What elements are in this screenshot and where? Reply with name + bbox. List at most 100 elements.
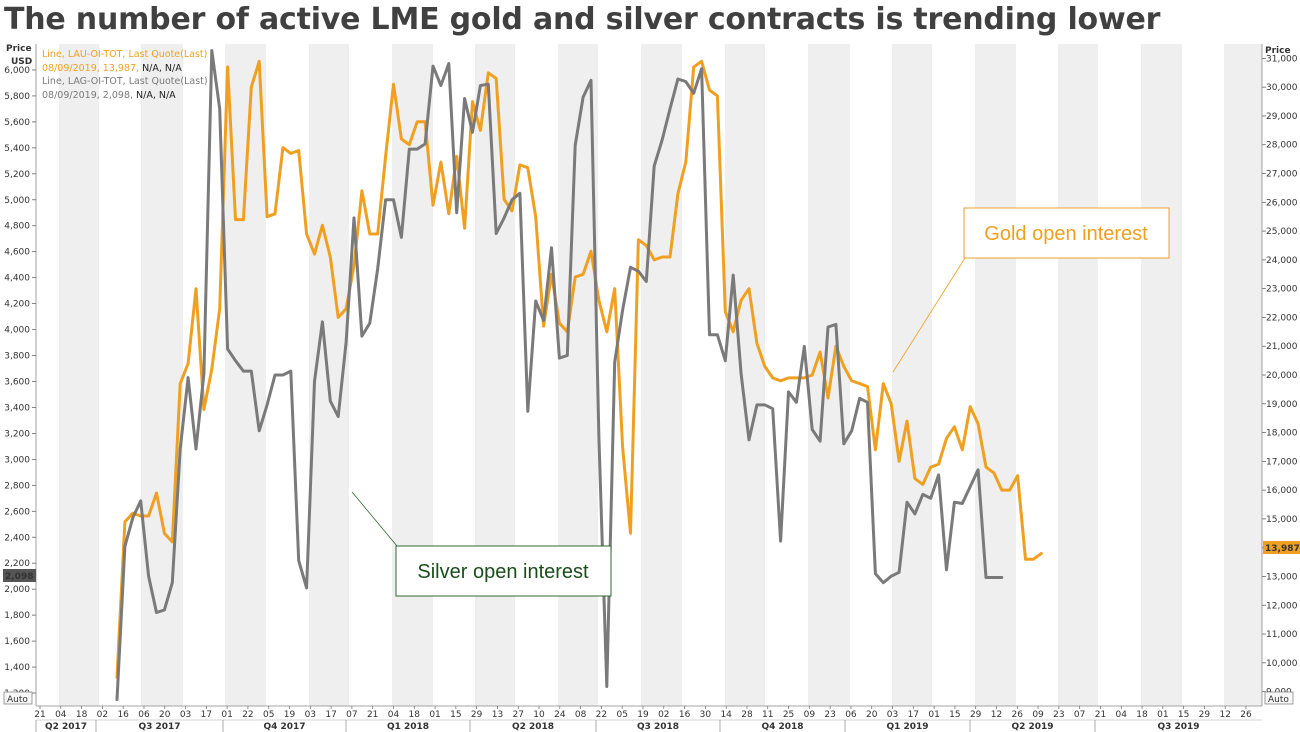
x-quarter-label: Q3 2019 [1157, 722, 1199, 732]
left-tick-label: 5,600 [4, 118, 30, 128]
series-lines [115, 49, 1043, 701]
x-quarter-label: Q1 2019 [886, 722, 928, 732]
x-day-label: 21 [367, 710, 378, 720]
x-day-label: 10 [533, 710, 545, 720]
legend-gold-na: N/A, N/A [142, 63, 182, 74]
x-day-label: 28 [741, 710, 753, 720]
gold-callout-text: Gold open interest [984, 223, 1148, 245]
x-quarter-label: Q2 2017 [45, 722, 87, 732]
x-day-label: 05 [263, 710, 274, 720]
left-tick-label: 2,600 [4, 507, 30, 517]
x-day-label: 18 [409, 710, 421, 720]
gold-callout-leader [892, 257, 966, 373]
left-axis-unit-price: Price [6, 44, 32, 54]
left-tick-label: 4,600 [4, 248, 30, 258]
left-tick-label: 3,400 [4, 403, 30, 413]
x-day-label: 26 [1012, 710, 1024, 720]
x-day-label: 02 [658, 710, 669, 720]
auto-left-button-frame[interactable] [3, 691, 33, 705]
x-day-label: 01 [429, 710, 440, 720]
auto-left-button-label[interactable]: Auto [7, 695, 28, 705]
right-tick-label: 30,000 [1266, 83, 1298, 93]
x-day-label: 16 [679, 710, 691, 720]
right-tick-label: 15,000 [1266, 515, 1298, 525]
left-tick-label: 5,800 [4, 92, 30, 102]
x-day-label: 17 [325, 710, 336, 720]
x-day-label: 20 [159, 710, 171, 720]
gold-callout-box [963, 207, 1170, 259]
left-tick-label: 4,000 [4, 326, 30, 336]
x-day-label: 16 [117, 710, 129, 720]
right-tick-label: 11,000 [1266, 630, 1298, 640]
chart-title: The number of active LME gold and silver… [4, 2, 1161, 37]
right-tick-label: 22,000 [1266, 313, 1298, 323]
shade-band-8 [725, 44, 765, 706]
x-axis: 21 04 18 02 16 06 20 03 17 01 22 05 19 03 17 07 21 04 18 01… [34, 706, 1262, 732]
x-day-label: 09 [804, 710, 816, 720]
right-axis-unit-price: Price [1265, 46, 1291, 56]
left-tick-label: 4,800 [4, 222, 30, 232]
x-day-label: 24 [554, 710, 566, 720]
right-tick-label: 29,000 [1266, 112, 1298, 122]
legend-silver-na: N/A, N/A [136, 90, 176, 101]
x-quarter-label: Q4 2017 [263, 722, 305, 732]
x-day-label: 17 [201, 710, 212, 720]
gold-last-badge-bg [1263, 541, 1300, 554]
shade-band-12 [1058, 44, 1098, 706]
auto-right-button[interactable]: Auto [1264, 691, 1294, 705]
shade-band-13 [1141, 44, 1182, 706]
left-tick-label: 1,400 [4, 663, 30, 673]
gold-series-line [115, 59, 1043, 679]
right-tick-label: 23,000 [1266, 285, 1298, 295]
x-quarter-label: Q2 2019 [1011, 722, 1053, 732]
x-day-label: 07 [1074, 710, 1085, 720]
x-day-label: 17 [908, 710, 919, 720]
left-tick-label: 2,000 [4, 585, 30, 595]
x-quarter-label: Q3 2017 [138, 722, 180, 732]
x-day-label: 01 [1157, 710, 1168, 720]
x-day-label: 06 [845, 710, 857, 720]
auto-right-button-label[interactable]: Auto [1268, 695, 1289, 705]
silver-callout-leader [351, 491, 398, 547]
x-day-label: 06 [138, 710, 150, 720]
shade-band-0 [59, 44, 99, 706]
left-axis: PriceUSD1,2001,4001,6001,8002,0002,2002,… [4, 44, 36, 699]
x-quarter-label: Q3 2018 [637, 722, 679, 732]
shade-band-7 [641, 44, 682, 706]
right-tick-label: 25,000 [1266, 227, 1298, 237]
x-day-label: 23 [1053, 710, 1064, 720]
x-quarter-label: Q4 2018 [761, 722, 803, 732]
shade-band-1 [141, 44, 183, 706]
x-day-label: 01 [221, 710, 232, 720]
right-tick-label: 31,000 [1266, 54, 1298, 64]
left-axis-unit-usd: USD [11, 57, 32, 67]
left-tick-label: 5,200 [4, 170, 30, 180]
auto-right-button-frame[interactable] [1264, 691, 1294, 705]
silver-callout: Silver open interest [351, 491, 612, 597]
x-day-label: 13 [492, 710, 503, 720]
x-day-label: 25 [783, 710, 794, 720]
x-day-label: 27 [513, 710, 524, 720]
shade-band-5 [475, 44, 515, 706]
x-day-label: 18 [1136, 710, 1148, 720]
x-day-label: 03 [305, 710, 316, 720]
auto-left-button[interactable]: Auto [3, 691, 33, 705]
right-tick-label: 20,000 [1266, 371, 1298, 381]
right-tick-label: 24,000 [1266, 256, 1298, 266]
gold-callout: Gold open interest [892, 207, 1170, 373]
x-day-label: 15 [1178, 710, 1189, 720]
x-day-label: 22 [242, 710, 253, 720]
left-tick-label: 3,600 [4, 377, 30, 387]
left-tick-label: 2,800 [4, 481, 30, 491]
x-day-label: 12 [1219, 710, 1230, 720]
right-tick-label: 19,000 [1266, 400, 1298, 410]
right-tick-label: 13,000 [1266, 572, 1298, 582]
x-day-label: 20 [866, 710, 878, 720]
left-tick-label: 5,000 [4, 196, 30, 206]
x-day-label: 09 [1032, 710, 1044, 720]
right-tick-label: 27,000 [1266, 170, 1298, 180]
legend-silver-line1: Line, LAG-OI-TOT, Last Quote(Last) [42, 76, 208, 87]
x-day-label: 21 [1095, 710, 1106, 720]
